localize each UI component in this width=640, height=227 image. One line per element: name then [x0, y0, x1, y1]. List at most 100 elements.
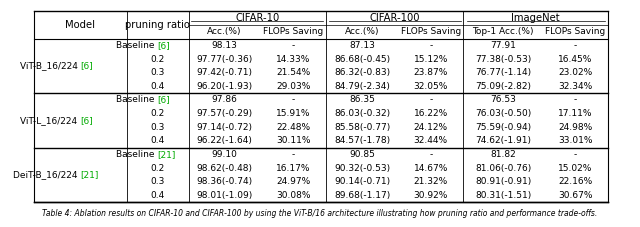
Text: 30.67%: 30.67% — [558, 191, 593, 200]
Text: 22.48%: 22.48% — [276, 123, 310, 132]
Text: 23.87%: 23.87% — [413, 68, 448, 77]
Text: 0.3: 0.3 — [150, 68, 165, 77]
Text: 86.35: 86.35 — [349, 96, 375, 104]
Text: 85.58(-0.77): 85.58(-0.77) — [334, 123, 390, 132]
Text: 97.77(-0.36): 97.77(-0.36) — [196, 55, 253, 64]
Text: 76.53: 76.53 — [490, 96, 516, 104]
Text: 76.03(-0.50): 76.03(-0.50) — [475, 109, 531, 118]
Text: 76.77(-1.14): 76.77(-1.14) — [475, 68, 531, 77]
Text: 16.17%: 16.17% — [276, 163, 310, 173]
Text: 97.86: 97.86 — [212, 96, 237, 104]
Text: FLOPs Saving: FLOPs Saving — [401, 27, 461, 36]
Text: 90.32(-0.53): 90.32(-0.53) — [334, 163, 390, 173]
Text: [6]: [6] — [80, 116, 93, 125]
Text: -: - — [292, 150, 295, 159]
Text: 23.02%: 23.02% — [558, 68, 592, 77]
Text: 29.03%: 29.03% — [276, 82, 310, 91]
Text: 0.2: 0.2 — [150, 55, 164, 64]
Text: 15.91%: 15.91% — [276, 109, 310, 118]
Text: Baseline: Baseline — [116, 150, 157, 159]
Text: 30.08%: 30.08% — [276, 191, 310, 200]
Text: 14.67%: 14.67% — [413, 163, 448, 173]
Text: 90.14(-0.71): 90.14(-0.71) — [334, 177, 390, 186]
Text: 98.13: 98.13 — [212, 41, 237, 50]
Text: CIFAR-100: CIFAR-100 — [369, 13, 420, 23]
Text: ViT-B_16/224: ViT-B_16/224 — [20, 62, 80, 70]
Text: 80.31(-1.51): 80.31(-1.51) — [475, 191, 531, 200]
Text: -: - — [573, 41, 577, 50]
Text: 84.79(-2.34): 84.79(-2.34) — [334, 82, 390, 91]
Text: 16.22%: 16.22% — [413, 109, 448, 118]
Text: -: - — [429, 96, 433, 104]
Text: 97.14(-0.72): 97.14(-0.72) — [196, 123, 253, 132]
Text: [6]: [6] — [157, 96, 170, 104]
Text: 99.10: 99.10 — [212, 150, 237, 159]
Text: 33.01%: 33.01% — [558, 136, 593, 145]
Text: Model: Model — [65, 20, 95, 30]
Text: 86.68(-0.45): 86.68(-0.45) — [334, 55, 390, 64]
Text: 30.92%: 30.92% — [413, 191, 448, 200]
Text: 77.91: 77.91 — [490, 41, 516, 50]
Text: -: - — [429, 41, 433, 50]
Text: 32.44%: 32.44% — [414, 136, 448, 145]
Text: Baseline: Baseline — [116, 41, 157, 50]
Text: 86.03(-0.32): 86.03(-0.32) — [334, 109, 390, 118]
Text: -: - — [429, 150, 433, 159]
Text: [21]: [21] — [157, 150, 176, 159]
Text: 77.38(-0.53): 77.38(-0.53) — [475, 55, 531, 64]
Text: 97.42(-0.71): 97.42(-0.71) — [196, 68, 253, 77]
Text: 75.09(-2.82): 75.09(-2.82) — [475, 82, 531, 91]
Text: FLOPs Saving: FLOPs Saving — [545, 27, 605, 36]
Text: -: - — [292, 96, 295, 104]
Text: 15.02%: 15.02% — [558, 163, 593, 173]
Text: 14.33%: 14.33% — [276, 55, 310, 64]
Text: 81.06(-0.76): 81.06(-0.76) — [475, 163, 531, 173]
Text: Table 4: Ablation results on CIFAR-10 and CIFAR-100 by using the ViT-B/16 archit: Table 4: Ablation results on CIFAR-10 an… — [42, 209, 598, 218]
Text: 96.22(-1.64): 96.22(-1.64) — [196, 136, 253, 145]
Text: 30.11%: 30.11% — [276, 136, 310, 145]
Text: FLOPs Saving: FLOPs Saving — [263, 27, 323, 36]
Text: 0.2: 0.2 — [150, 109, 164, 118]
Text: 98.01(-1.09): 98.01(-1.09) — [196, 191, 253, 200]
Text: 87.13: 87.13 — [349, 41, 375, 50]
Text: -: - — [573, 96, 577, 104]
Text: pruning ratio: pruning ratio — [125, 20, 190, 30]
Text: ImageNet: ImageNet — [511, 13, 560, 23]
Text: 90.85: 90.85 — [349, 150, 375, 159]
Text: Acc.(%): Acc.(%) — [207, 27, 242, 36]
Text: 96.20(-1.93): 96.20(-1.93) — [196, 82, 253, 91]
Text: 0.2: 0.2 — [150, 163, 164, 173]
Text: 0.4: 0.4 — [150, 136, 164, 145]
Text: 80.91(-0.91): 80.91(-0.91) — [475, 177, 531, 186]
Text: 0.3: 0.3 — [150, 177, 165, 186]
Text: 21.54%: 21.54% — [276, 68, 310, 77]
Text: 24.97%: 24.97% — [276, 177, 310, 186]
Text: 24.12%: 24.12% — [414, 123, 448, 132]
Text: 84.57(-1.78): 84.57(-1.78) — [334, 136, 390, 145]
Text: 74.62(-1.91): 74.62(-1.91) — [475, 136, 531, 145]
Text: 17.11%: 17.11% — [558, 109, 593, 118]
Text: [6]: [6] — [80, 62, 93, 70]
Text: DeiT-B_16/224: DeiT-B_16/224 — [13, 170, 80, 179]
Text: -: - — [292, 41, 295, 50]
Text: 0.3: 0.3 — [150, 123, 165, 132]
Text: 24.98%: 24.98% — [558, 123, 592, 132]
Text: 86.32(-0.83): 86.32(-0.83) — [334, 68, 390, 77]
Text: ViT-L_16/224: ViT-L_16/224 — [20, 116, 80, 125]
Text: 98.62(-0.48): 98.62(-0.48) — [196, 163, 253, 173]
Text: 32.05%: 32.05% — [413, 82, 448, 91]
Text: Acc.(%): Acc.(%) — [345, 27, 380, 36]
Text: 0.4: 0.4 — [150, 82, 164, 91]
Text: 32.34%: 32.34% — [558, 82, 592, 91]
Text: 89.68(-1.17): 89.68(-1.17) — [334, 191, 390, 200]
Text: 22.16%: 22.16% — [558, 177, 592, 186]
Text: 81.82: 81.82 — [490, 150, 516, 159]
Text: 98.36(-0.74): 98.36(-0.74) — [196, 177, 253, 186]
Text: Baseline: Baseline — [116, 96, 157, 104]
Text: CIFAR-10: CIFAR-10 — [235, 13, 280, 23]
Text: [21]: [21] — [80, 170, 99, 179]
Text: [6]: [6] — [157, 41, 170, 50]
Text: -: - — [573, 150, 577, 159]
Text: 21.32%: 21.32% — [413, 177, 448, 186]
Text: 15.12%: 15.12% — [413, 55, 448, 64]
